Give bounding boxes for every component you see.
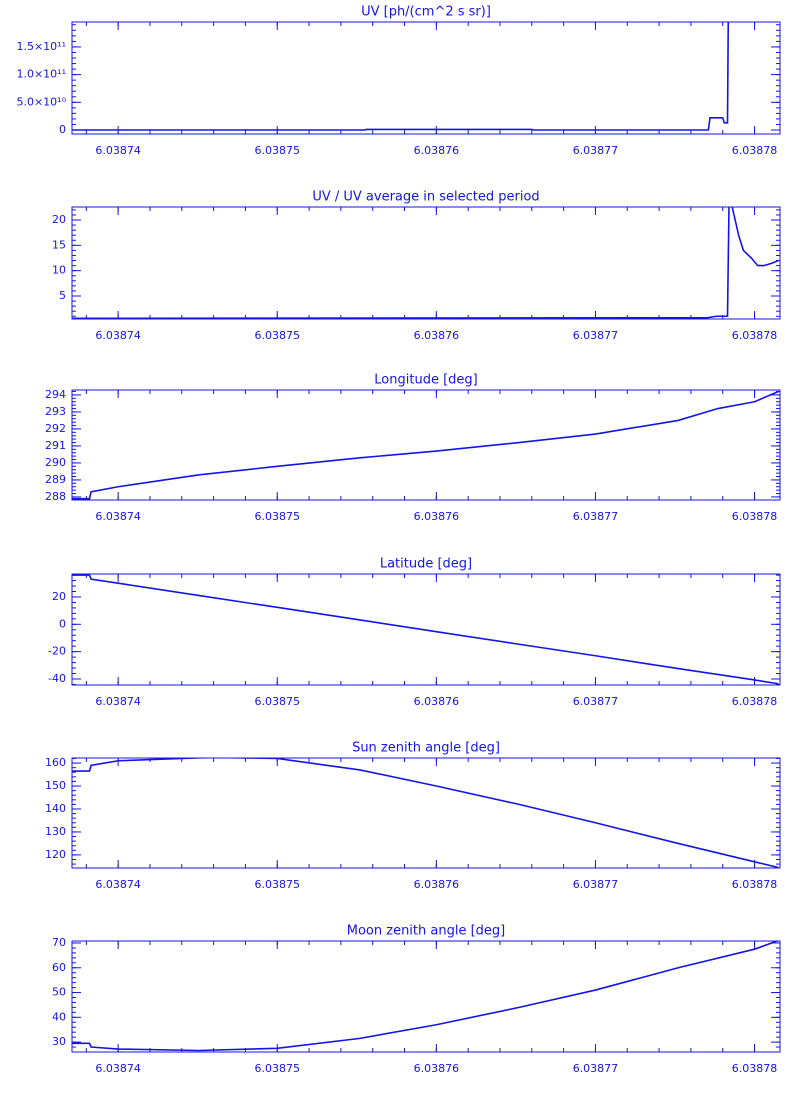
data-line [72,758,779,868]
plot-frame [71,940,781,1053]
data-line [72,22,730,131]
x-tick-label: 6.03878 [732,510,778,523]
x-tick-label: 6.03876 [414,329,460,342]
x-tick-label: 6.03876 [414,510,460,523]
y-tick-label: 289 [45,473,66,486]
y-tick-label: 70 [52,936,66,949]
x-tick-label: 6.03875 [254,329,300,342]
y-tick-label: 150 [45,779,66,792]
y-tick-label: 5 [59,289,66,302]
y-tick-label: 20 [52,213,66,226]
x-tick-label: 6.03878 [732,695,778,708]
x-tick-label: 6.03875 [254,510,300,523]
chart-title: UV / UV average in selected period [312,190,539,205]
x-tick-label: 6.03877 [573,144,619,157]
y-tick-label: 60 [52,961,66,974]
x-tick-label: 6.03876 [414,878,460,891]
y-tick-label: 1.5×10¹¹ [16,40,66,53]
x-tick-label: 6.03874 [95,510,141,523]
x-tick-label: 6.03876 [414,695,460,708]
y-tick-label: 30 [52,1035,66,1048]
x-tick-label: 6.03874 [95,329,141,342]
x-tick-label: 6.03875 [254,695,300,708]
y-tick-label: 291 [45,439,66,452]
plot-frame [71,206,781,320]
x-tick-label: 6.03877 [573,510,619,523]
y-tick-label: 288 [45,490,66,503]
y-tick-label: 130 [45,825,66,838]
y-tick-label: 160 [45,756,66,769]
plot-frame [71,21,781,135]
y-tick-label: 140 [45,802,66,815]
data-line [72,574,779,685]
y-tick-label: 15 [52,238,66,251]
y-tick-label: 10 [52,264,66,277]
x-tick-label: 6.03877 [573,695,619,708]
x-tick-label: 6.03876 [414,1062,460,1075]
x-tick-label: 6.03875 [254,1062,300,1075]
chart-title: Sun zenith angle [deg] [352,741,500,756]
data-line [72,390,779,500]
y-tick-label: 40 [52,1010,66,1023]
x-tick-label: 6.03878 [732,329,778,342]
y-tick-label: -40 [48,672,66,685]
y-tick-label: 293 [45,405,66,418]
x-tick-label: 6.03876 [414,144,460,157]
x-tick-label: 6.03874 [95,695,141,708]
x-tick-label: 6.03878 [732,878,778,891]
y-tick-label: 292 [45,422,66,435]
chart-title: Longitude [deg] [374,373,477,388]
x-tick-label: 6.03874 [95,1062,141,1075]
x-tick-label: 6.03877 [573,878,619,891]
plot-frame [71,389,781,501]
plot-frame [71,757,781,869]
data-line [72,941,779,1052]
y-tick-label: 294 [45,388,66,401]
y-tick-label: 50 [52,986,66,999]
x-tick-label: 6.03878 [732,1062,778,1075]
y-tick-label: 1.0×10¹¹ [16,68,66,81]
y-tick-label: 290 [45,456,66,469]
y-tick-label: 0 [59,617,66,630]
x-tick-label: 6.03874 [95,144,141,157]
y-tick-label: 20 [52,590,66,603]
chart-title: Moon zenith angle [deg] [347,924,505,939]
y-tick-label: 120 [45,848,66,861]
y-tick-label: 5.0×10¹⁰ [16,95,66,108]
x-tick-label: 6.03877 [573,329,619,342]
y-tick-label: 0 [59,123,66,136]
chart-title: UV [ph/(cm^2 s sr)] [361,5,491,20]
x-tick-label: 6.03874 [95,878,141,891]
x-tick-label: 6.03875 [254,878,300,891]
x-tick-label: 6.03875 [254,144,300,157]
x-tick-label: 6.03878 [732,144,778,157]
x-tick-label: 6.03877 [573,1062,619,1075]
chart-title: Latitude [deg] [380,557,472,572]
y-tick-label: -20 [48,645,66,658]
data-line [72,207,779,319]
